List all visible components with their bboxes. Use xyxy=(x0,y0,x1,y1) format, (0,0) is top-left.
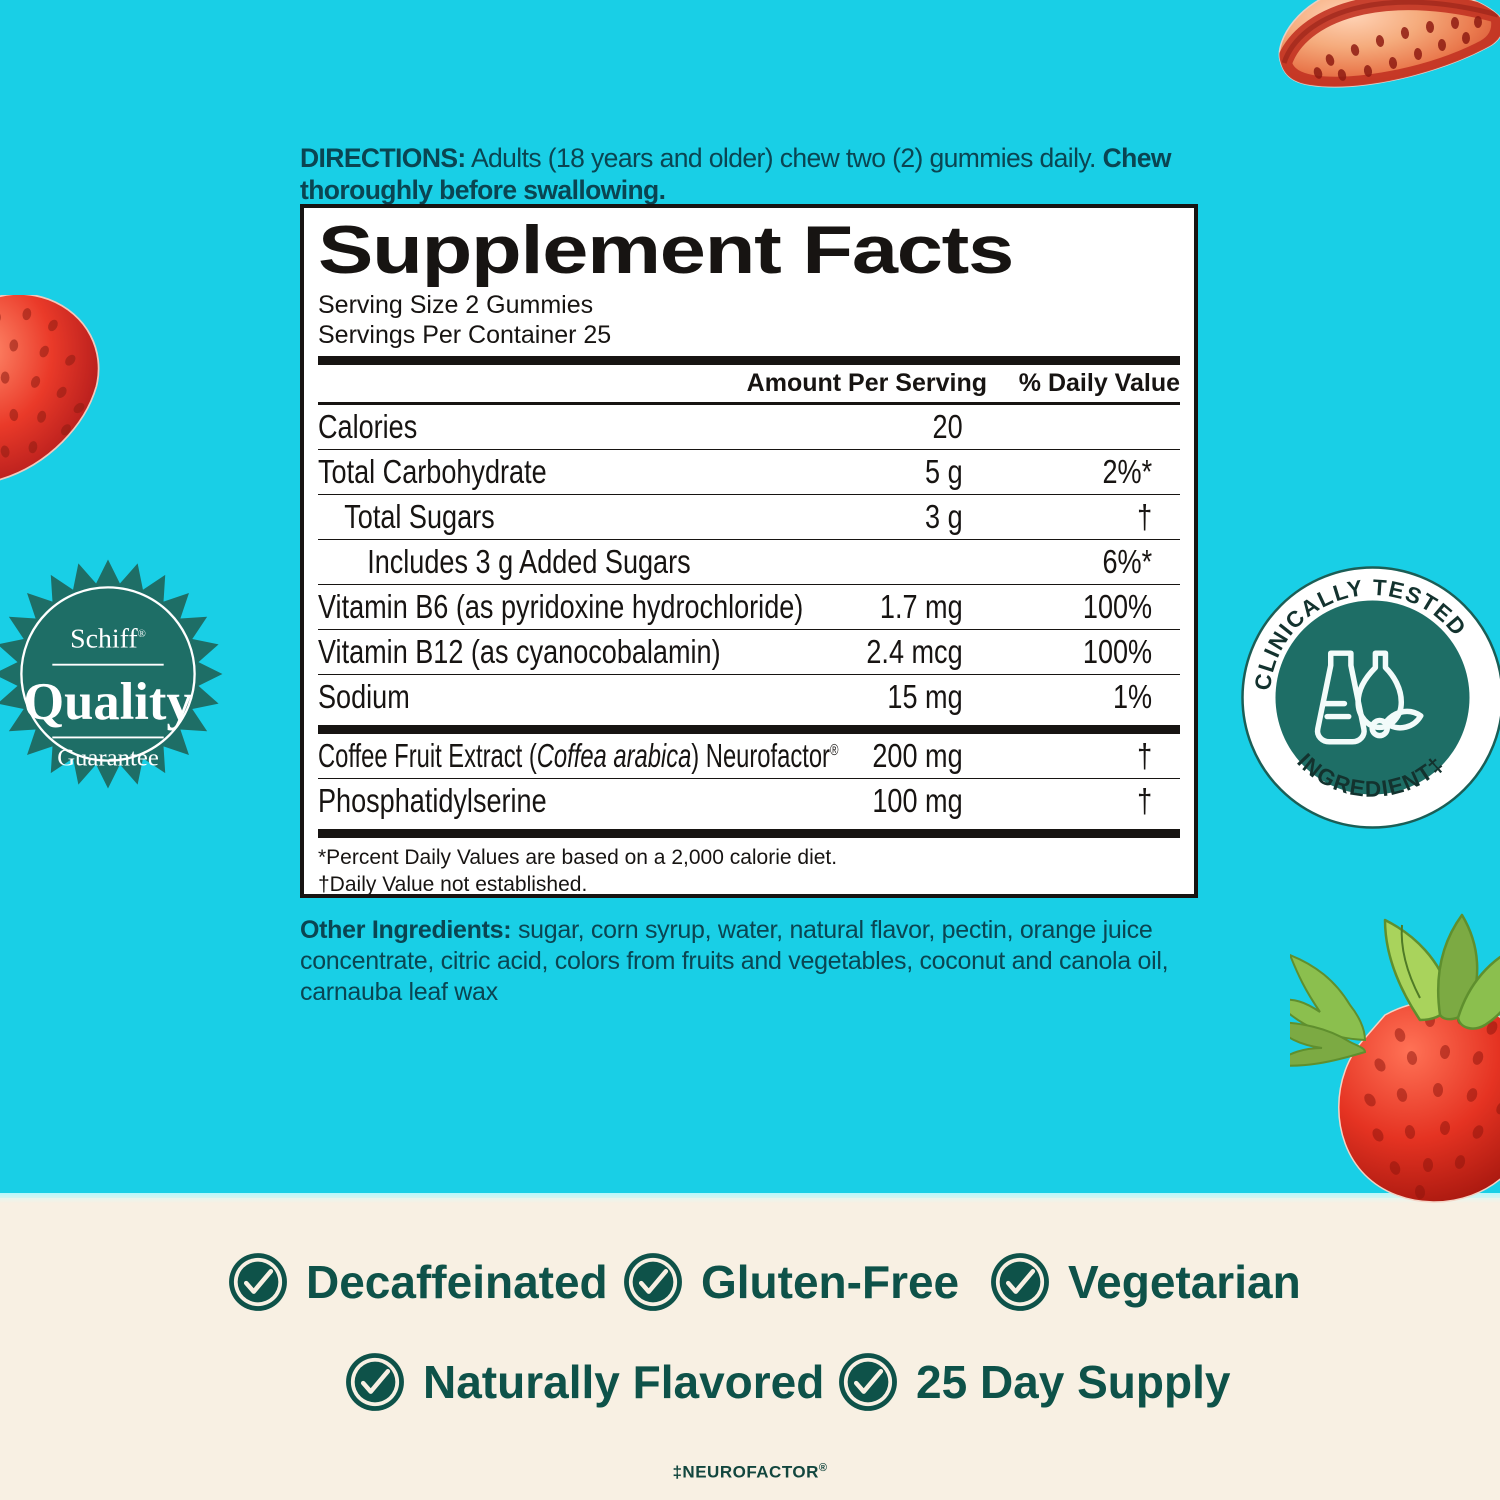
svg-text:Schiff®: Schiff® xyxy=(70,624,146,655)
svg-text:Quality: Quality xyxy=(23,673,192,731)
svg-text:Guarantee: Guarantee xyxy=(57,744,159,771)
